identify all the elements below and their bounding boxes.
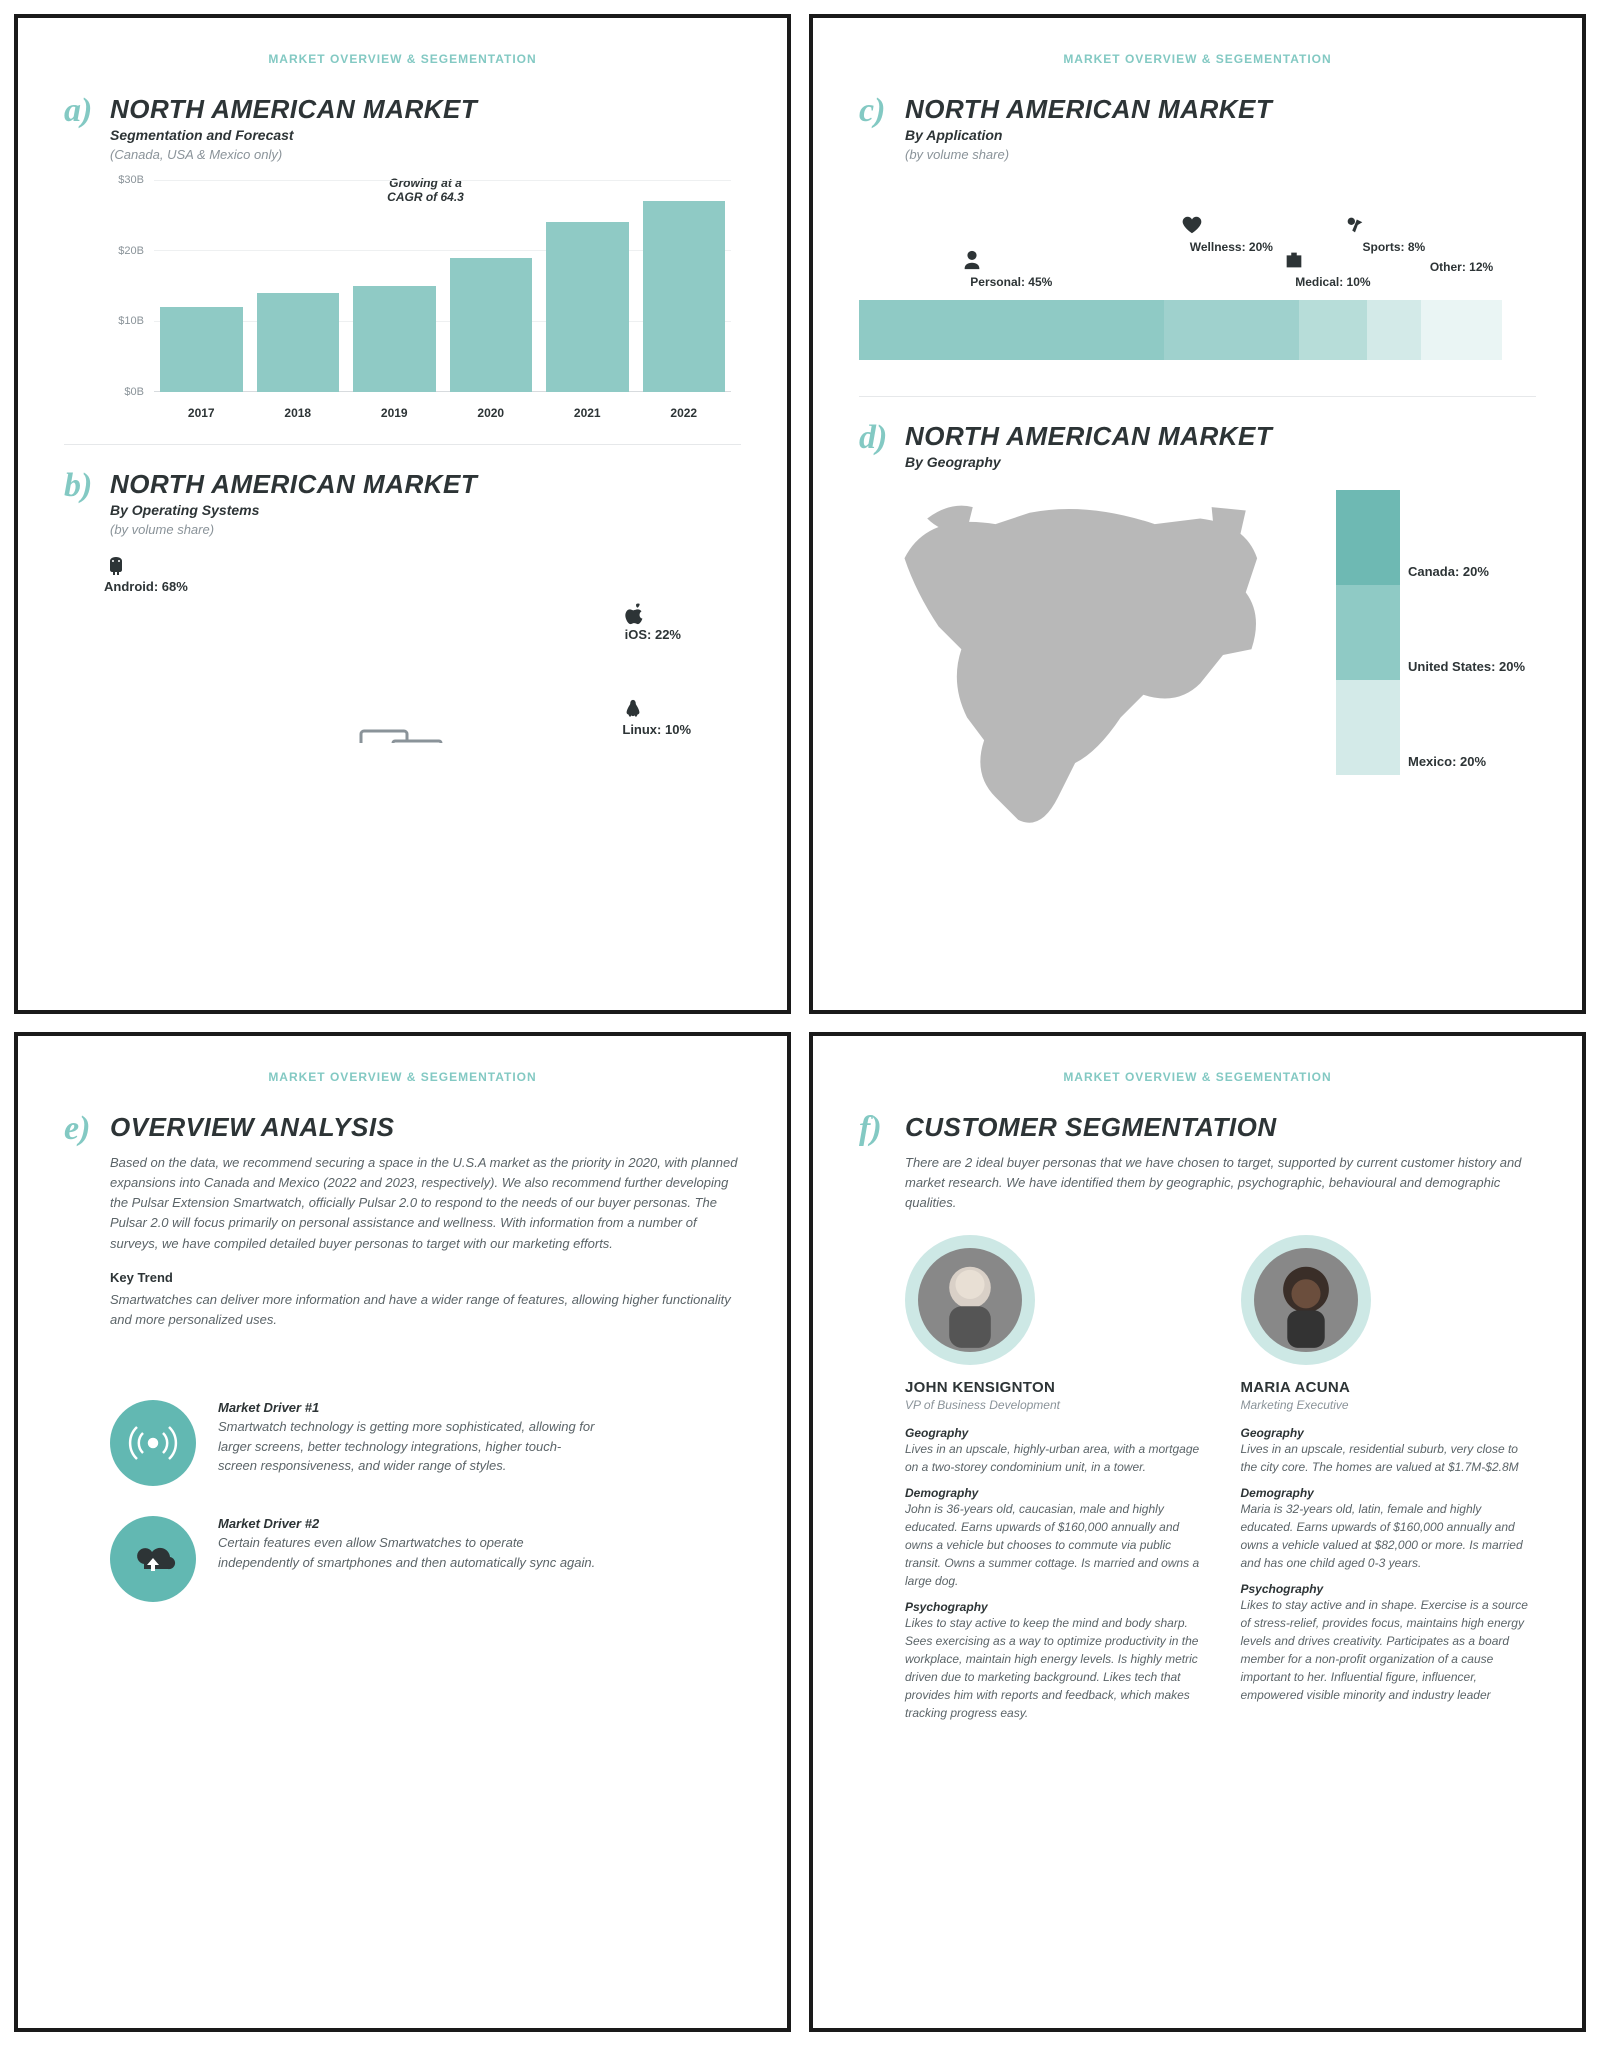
x-label: 2022 — [643, 406, 726, 420]
north-america-map — [859, 490, 1314, 859]
bar — [257, 293, 340, 392]
geo-segment: Canada: 20% — [1336, 490, 1536, 585]
title-b: NORTH AMERICAN MARKET — [110, 469, 741, 500]
eyebrow: MARKET OVERVIEW & SEGEMENTATION — [859, 1070, 1536, 1084]
avatar — [905, 1235, 1035, 1365]
signal-icon — [110, 1400, 196, 1486]
note-a: (Canada, USA & Mexico only) — [110, 147, 741, 162]
section-letter-e: e) — [64, 1110, 90, 1148]
driver-1: Market Driver #1 Smartwatch technology i… — [64, 1400, 741, 1486]
eyebrow: MARKET OVERVIEW & SEGEMENTATION — [64, 52, 741, 66]
driver-2: Market Driver #2 Certain features even a… — [64, 1516, 741, 1602]
panel-bottom-left: MARKET OVERVIEW & SEGEMENTATION e) OVERV… — [14, 1032, 791, 2032]
apple-icon — [625, 603, 647, 625]
donut-label-linux: Linux: 10% — [622, 698, 691, 737]
geography-block: Canada: 20%United States: 20%Mexico: 20% — [859, 490, 1536, 859]
section-f: f) CUSTOMER SEGMENTATION — [859, 1112, 1536, 1143]
note-b: (by volume share) — [110, 522, 741, 537]
overview-para: Based on the data, we recommend securing… — [110, 1153, 741, 1254]
android-icon — [104, 553, 128, 577]
section-letter-b: b) — [64, 467, 92, 505]
x-label: 2021 — [546, 406, 629, 420]
donut-chart: Android: 68% iOS: 22% Linux: 10% — [64, 553, 741, 813]
geo-bars: Canada: 20%United States: 20%Mexico: 20% — [1336, 490, 1536, 775]
section-b: b) NORTH AMERICAN MARKET By Operating Sy… — [64, 469, 741, 537]
stack-label: Medical: 10% — [1283, 249, 1383, 289]
stack-segment — [1367, 300, 1421, 360]
section-letter-d: d) — [859, 419, 887, 457]
eyebrow: MARKET OVERVIEW & SEGEMENTATION — [859, 52, 1536, 66]
subtitle-c: By Application — [905, 127, 1536, 143]
x-label: 2019 — [353, 406, 436, 420]
section-letter-a: a) — [64, 92, 92, 130]
section-c: c) NORTH AMERICAN MARKET By Application … — [859, 94, 1536, 162]
subtitle-b: By Operating Systems — [110, 502, 741, 518]
bar — [450, 258, 533, 392]
x-label: 2020 — [450, 406, 533, 420]
persona-role: VP of Business Development — [905, 1398, 1201, 1412]
section-letter-f: f) — [859, 1110, 882, 1148]
section-d: d) NORTH AMERICAN MARKET By Geography — [859, 421, 1536, 470]
bar — [353, 286, 436, 392]
page-grid: MARKET OVERVIEW & SEGEMENTATION a) NORTH… — [0, 0, 1600, 2046]
title-e: OVERVIEW ANALYSIS — [110, 1112, 741, 1143]
persona-role: Marketing Executive — [1241, 1398, 1537, 1412]
section-a: a) NORTH AMERICAN MARKET Segmentation an… — [64, 94, 741, 162]
avatar — [1241, 1235, 1371, 1365]
divider — [859, 396, 1536, 397]
stack-label: Wellness: 20% — [1181, 214, 1281, 254]
title-c: NORTH AMERICAN MARKET — [905, 94, 1536, 125]
persona-name: MARIA ACUNA — [1241, 1379, 1537, 1396]
key-trend-text: Smartwatches can deliver more informatio… — [110, 1290, 741, 1330]
driver-2-heading: Market Driver #2 — [218, 1516, 598, 1531]
title-f: CUSTOMER SEGMENTATION — [905, 1112, 1536, 1143]
geo-segment: United States: 20% — [1336, 585, 1536, 680]
bar — [643, 201, 726, 392]
donut-label-android: Android: 68% — [104, 553, 188, 594]
geo-segment: Mexico: 20% — [1336, 680, 1536, 775]
stack-segment — [1299, 300, 1367, 360]
stack-segment — [1421, 300, 1502, 360]
donut-label-ios: iOS: 22% — [625, 603, 681, 642]
subtitle-d: By Geography — [905, 454, 1536, 470]
stacked-bar — [859, 300, 1536, 360]
subtitle-a: Segmentation and Forecast — [110, 127, 741, 143]
title-d: NORTH AMERICAN MARKET — [905, 421, 1536, 452]
stack-segment — [1164, 300, 1299, 360]
bar — [160, 307, 243, 392]
panel-top-right: MARKET OVERVIEW & SEGEMENTATION c) NORTH… — [809, 14, 1586, 1014]
x-label: 2018 — [257, 406, 340, 420]
key-trend-heading: Key Trend — [110, 1268, 741, 1288]
bar — [546, 222, 629, 392]
eyebrow: MARKET OVERVIEW & SEGEMENTATION — [64, 1070, 741, 1084]
penguin-icon — [622, 698, 644, 720]
personas: JOHN KENSIGNTON VP of Business Developmen… — [859, 1235, 1536, 1722]
stack-label: Sports: 8% — [1344, 214, 1444, 254]
cloud-up-icon — [110, 1516, 196, 1602]
section-e: e) OVERVIEW ANALYSIS — [64, 1112, 741, 1143]
segmentation-intro: There are 2 ideal buyer personas that we… — [859, 1153, 1536, 1213]
stack-label: Other: 12% — [1412, 260, 1512, 274]
driver-1-heading: Market Driver #1 — [218, 1400, 598, 1415]
divider — [64, 444, 741, 445]
overview-body: Based on the data, we recommend securing… — [64, 1153, 741, 1330]
persona-name: JOHN KENSIGNTON — [905, 1379, 1201, 1396]
driver-2-text: Certain features even allow Smartwatches… — [218, 1533, 598, 1572]
panel-top-left: MARKET OVERVIEW & SEGEMENTATION a) NORTH… — [14, 14, 791, 1014]
title-a: NORTH AMERICAN MARKET — [110, 94, 741, 125]
driver-1-text: Smartwatch technology is getting more so… — [218, 1417, 598, 1476]
stack-label: Personal: 45% — [961, 249, 1061, 289]
bar-chart: Growing at a CAGR of 64.3 $30B$20B$10B$0… — [110, 180, 741, 420]
stack-labels: Personal: 45% Wellness: 20%Medical: 10%Sp… — [859, 174, 1536, 294]
x-label: 2017 — [160, 406, 243, 420]
section-letter-c: c) — [859, 92, 885, 130]
panel-bottom-right: MARKET OVERVIEW & SEGEMENTATION f) CUSTO… — [809, 1032, 1586, 2032]
persona: JOHN KENSIGNTON VP of Business Developmen… — [905, 1235, 1201, 1722]
stack-segment — [859, 300, 1164, 360]
note-c: (by volume share) — [905, 147, 1536, 162]
persona: MARIA ACUNAMarketing ExecutiveGeographyL… — [1241, 1235, 1537, 1722]
